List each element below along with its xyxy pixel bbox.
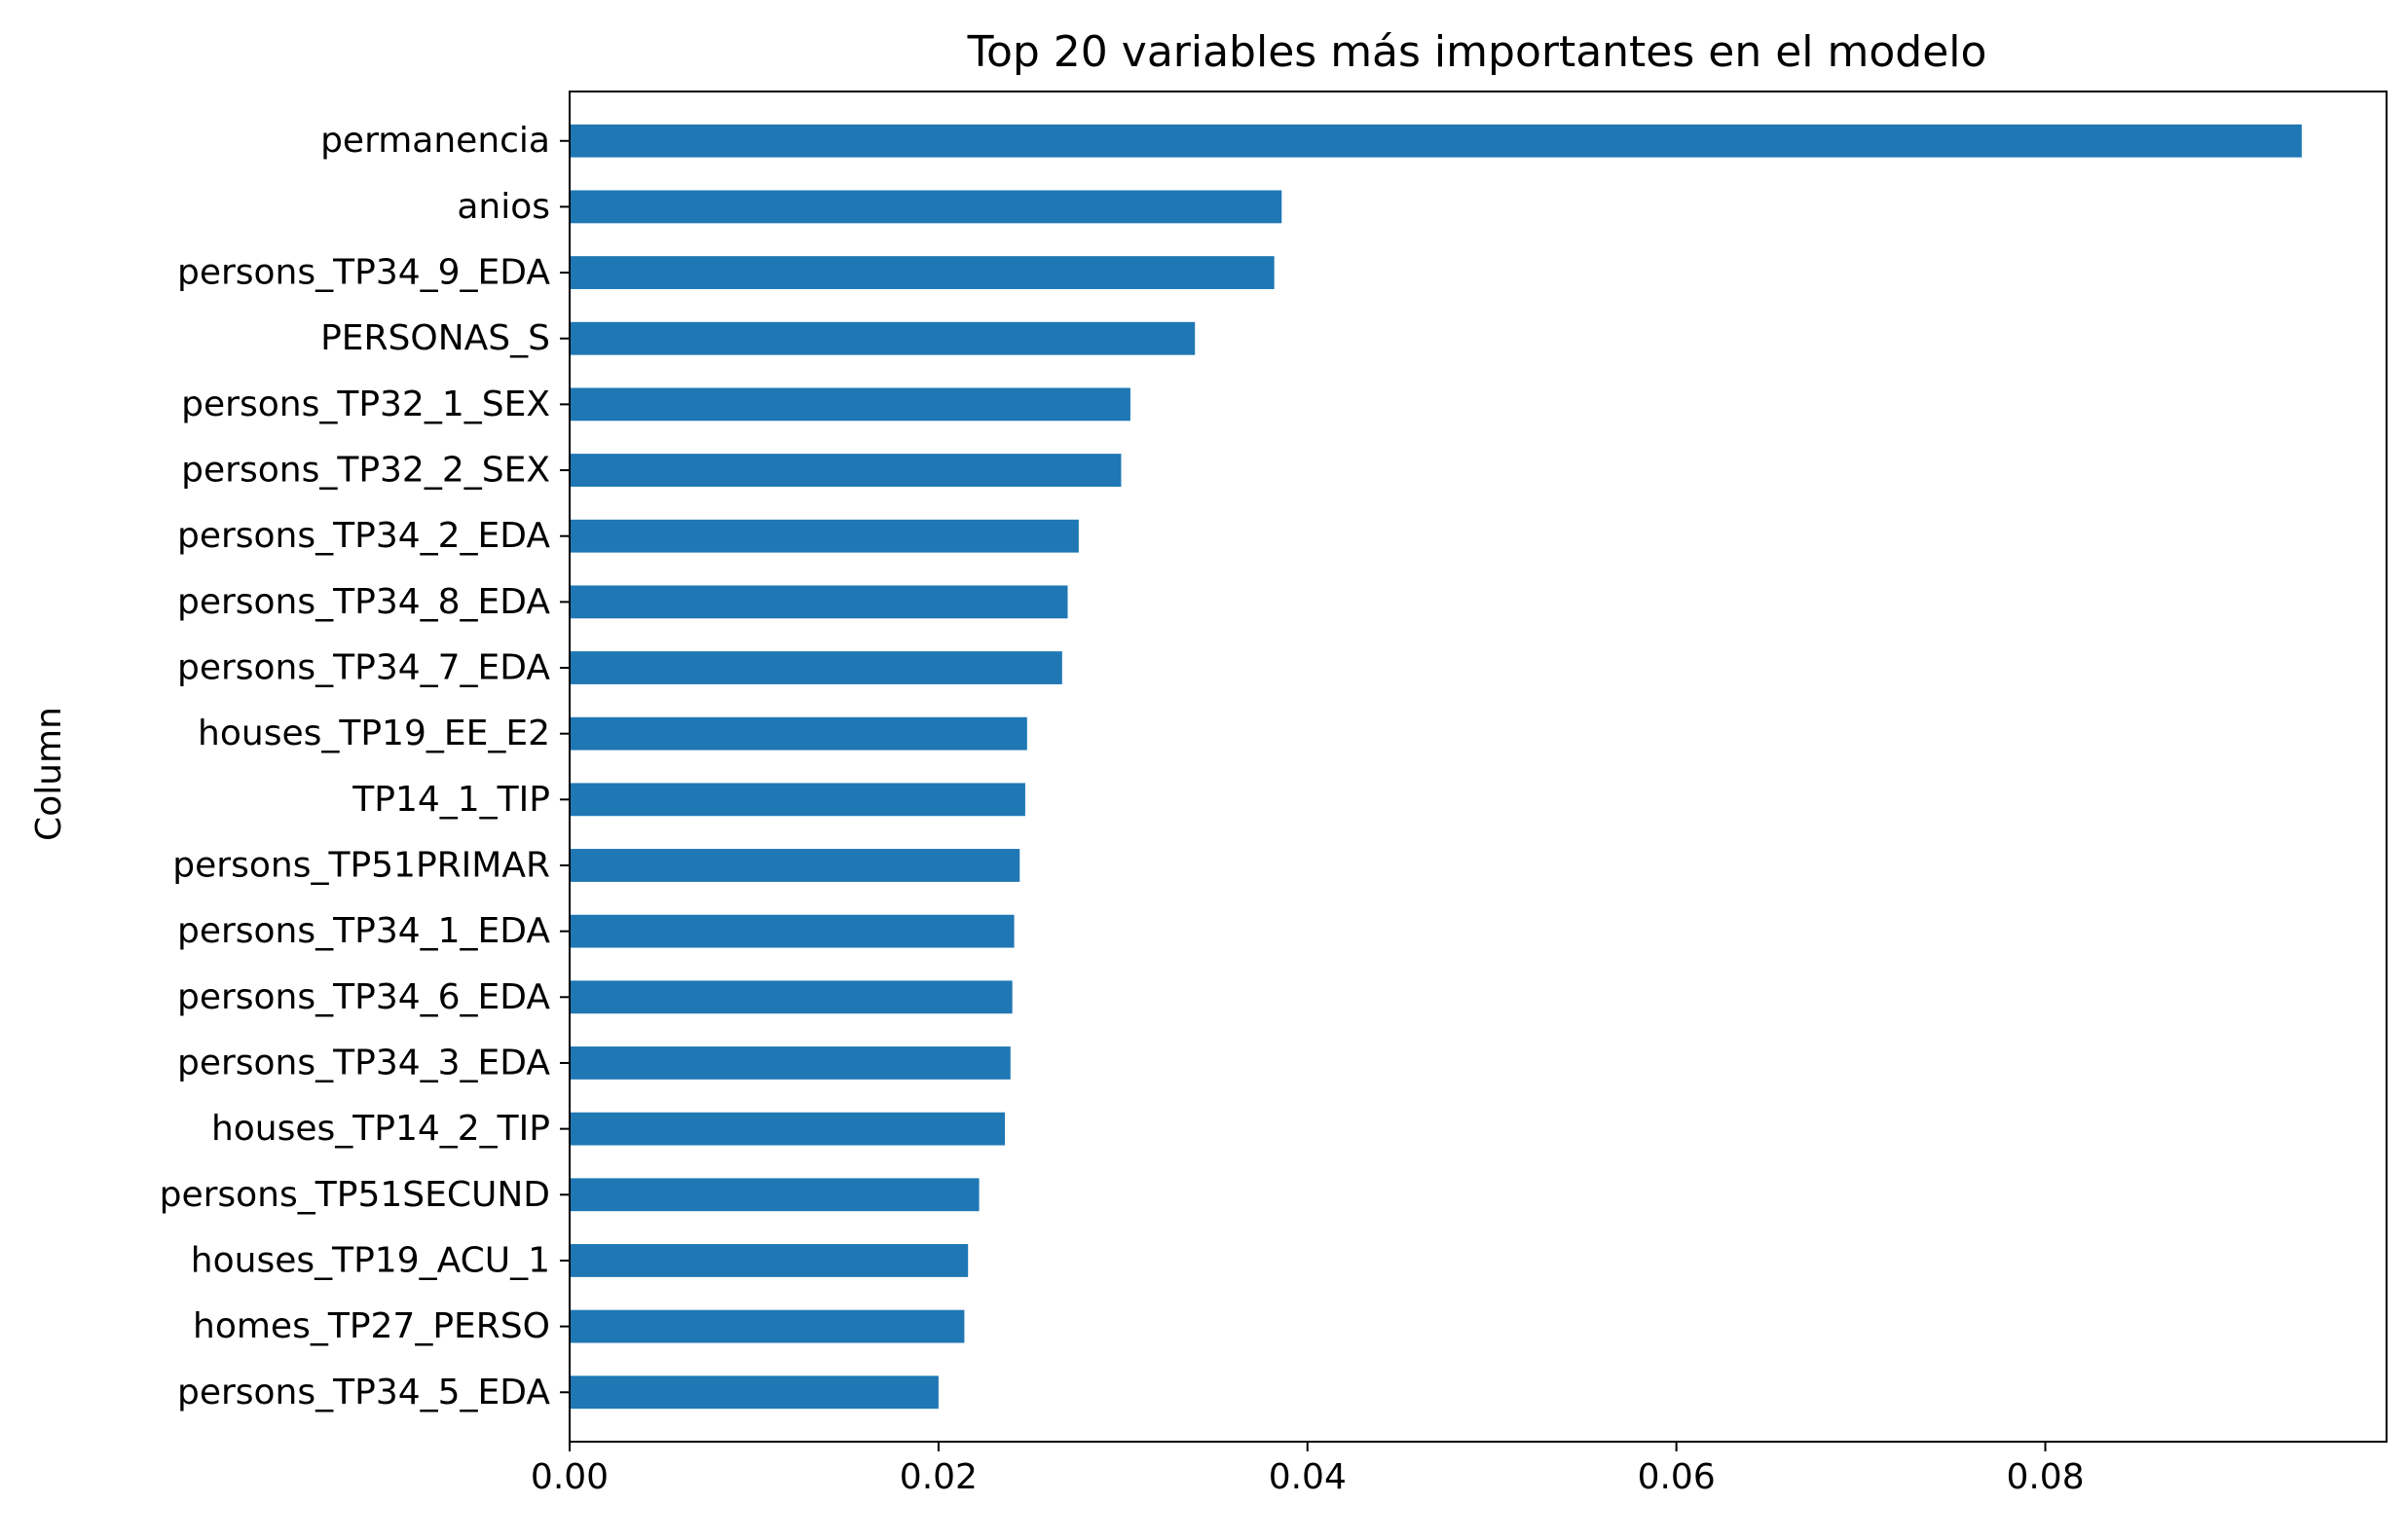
x-axis-ticks: 0.00 0.02 0.04 0.06 0.08 <box>531 1442 2085 1497</box>
y-tick-label: persons_TP34_2_EDA <box>177 516 550 556</box>
bar-PERSONAS_S <box>570 321 1196 355</box>
bar-houses_TP19_ACU_1 <box>570 1244 969 1277</box>
bar-TP14_1_TIP <box>570 783 1025 817</box>
bar-permanencia <box>570 124 2302 158</box>
bar-persons_TP34_7_EDA <box>570 651 1062 684</box>
y-tick-label: persons_TP32_1_SEX <box>181 385 550 424</box>
x-tick-label: 0.08 <box>2006 1457 2084 1497</box>
y-tick-label: persons_TP32_2_SEX <box>181 451 550 491</box>
y-tick-label: houses_TP19_EE_E2 <box>198 714 550 753</box>
y-tick-label: persons_TP34_1_EDA <box>177 911 550 951</box>
y-tick-label: houses_TP19_ACU_1 <box>191 1240 550 1280</box>
y-tick-label: persons_TP34_7_EDA <box>177 648 550 688</box>
bar-houses_TP19_EE_E2 <box>570 716 1027 751</box>
y-tick-label: persons_TP51PRIMAR <box>172 845 550 885</box>
x-tick-label: 0.04 <box>1269 1457 1347 1497</box>
y-tick-label: persons_TP34_3_EDA <box>177 1043 550 1082</box>
bar-persons_TP34_9_EDA <box>570 256 1275 289</box>
bar-homes_TP27_PERSO <box>570 1309 965 1343</box>
plot-frame <box>569 91 2388 1443</box>
y-axis-label: Column <box>29 707 69 841</box>
bar-persons_TP34_1_EDA <box>570 914 1015 948</box>
y-tick-label: TP14_1_TIP <box>352 780 550 820</box>
bar-persons_TP32_1_SEX <box>570 387 1130 422</box>
y-tick-label: persons_TP34_6_EDA <box>177 977 550 1017</box>
y-tick-label: homes_TP27_PERSO <box>193 1306 550 1346</box>
y-tick-label: houses_TP14_2_TIP <box>211 1109 550 1149</box>
bar-persons_TP34_8_EDA <box>570 585 1068 619</box>
y-tick-label: persons_TP51SECUND <box>160 1175 550 1215</box>
y-tick-label: anios <box>457 187 550 227</box>
x-tick-label: 0.02 <box>900 1457 978 1497</box>
x-tick-label: 0.00 <box>531 1457 609 1497</box>
bar-houses_TP14_2_TIP <box>570 1112 1006 1146</box>
bar-persons_TP34_3_EDA <box>570 1046 1011 1080</box>
x-tick-label: 0.06 <box>1638 1457 1716 1497</box>
y-tick-label: PERSONAS_S <box>320 318 550 358</box>
y-tick-label: persons_TP34_9_EDA <box>177 253 550 293</box>
chart-title: Top 20 variables más importantes en el m… <box>967 27 1987 77</box>
bar-persons_TP32_2_SEX <box>570 454 1122 487</box>
y-tick-label: permanencia <box>320 121 550 161</box>
bar-persons_TP34_2_EDA <box>570 519 1079 553</box>
bar-persons_TP34_6_EDA <box>570 980 1013 1014</box>
bar-anios <box>570 190 1282 224</box>
y-tick-label: persons_TP34_8_EDA <box>177 582 550 622</box>
y-axis-ticks: permanencia anios persons_TP34_9_EDA PERSON… <box>160 121 570 1412</box>
bar-persons_TP51PRIMAR <box>570 849 1020 882</box>
bars-group <box>570 124 2302 1410</box>
bar-persons_TP51SECUND <box>570 1178 980 1212</box>
bar-persons_TP34_5_EDA <box>570 1375 939 1410</box>
y-tick-label: persons_TP34_5_EDA <box>177 1373 550 1412</box>
